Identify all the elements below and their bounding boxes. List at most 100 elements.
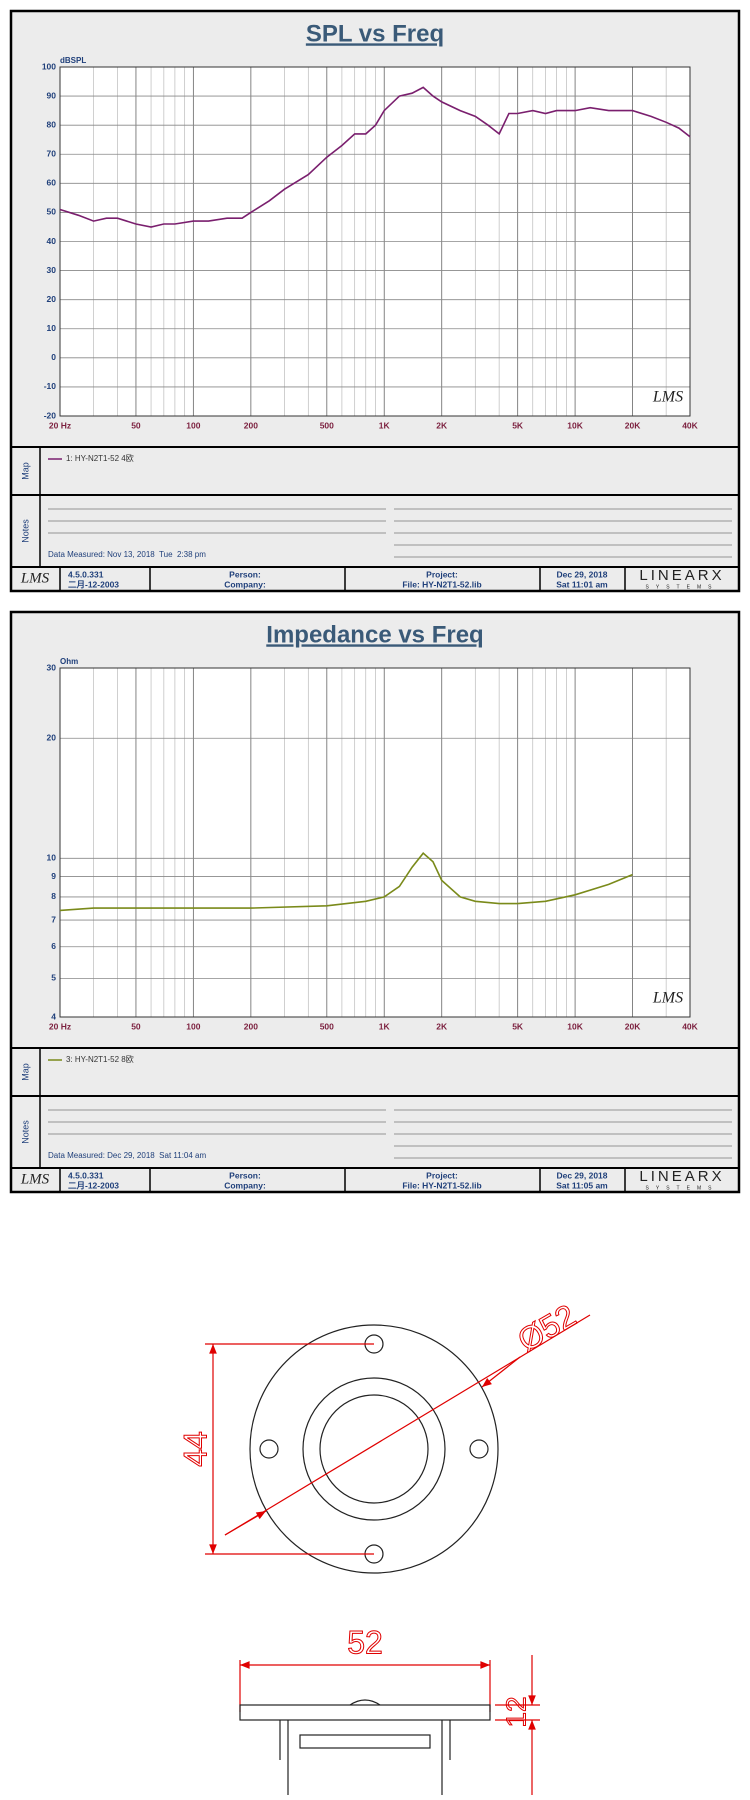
plot-logo: LMS (652, 990, 683, 1007)
footer-project: Project: (426, 569, 458, 579)
dim-line (224, 1314, 591, 1536)
plot-logo: LMS (652, 389, 683, 406)
footer-date: Dec 29, 2018 (556, 1170, 607, 1180)
flange-outline (249, 1324, 499, 1574)
brand-name: LINEARX (639, 1168, 724, 1185)
brand-sub: SYSTEMS (646, 584, 719, 590)
x-tick-label: 100 (186, 1021, 200, 1031)
brand-name: LINEARX (639, 567, 724, 584)
map-label: Map (20, 1063, 30, 1081)
mounting-drawing: Ø52 44 52 12 (177, 1297, 591, 1795)
mount-hole (259, 1439, 279, 1459)
y-tick-label: 80 (47, 119, 57, 129)
y-tick-label: 20 (47, 294, 57, 304)
y-tick-label: 8 (51, 891, 56, 901)
y-tick-label: 30 (47, 662, 57, 672)
y-tick-label: -10 (44, 381, 57, 391)
y-tick-label: 10 (47, 853, 57, 863)
y-tick-label: 9 (51, 871, 56, 881)
y-tick-label: 7 (51, 914, 56, 924)
footer-date-code: 二月-12-2003 (68, 1180, 119, 1190)
series-line (59, 852, 633, 912)
x-tick-label: 10K (567, 1021, 583, 1031)
notes-label: Notes (20, 1120, 30, 1144)
chart-panel: Impedance vs Freq Ohm 20 Hz 50 100 200 500 1K 2K… (9, 610, 741, 1194)
footer-date: Dec 29, 2018 (556, 569, 607, 579)
chart-title: SPL vs Freq (306, 20, 444, 47)
y-tick-label: 4 (51, 1011, 56, 1021)
chart-title: Impedance vs Freq (266, 621, 483, 648)
footer-time: Sat 11:01 am (556, 579, 608, 589)
y-tick-label: 20 (47, 732, 57, 742)
x-tick-label: 40K (682, 1021, 698, 1031)
notes-label: Notes (20, 519, 30, 543)
y-axis-label: dBSPL (60, 56, 86, 65)
plot-area (60, 668, 690, 1017)
y-tick-label: -20 (44, 410, 57, 420)
x-tick-label: 20K (625, 420, 641, 430)
y-tick-label: 6 (51, 941, 56, 951)
dim-arrow (481, 1356, 521, 1388)
measured-date: Data Measured: Dec 29, 2018 Sat 11:04 am (48, 1151, 207, 1160)
side-dome (349, 1699, 381, 1706)
side-body (279, 1720, 451, 1795)
x-tick-label: 50 (131, 1021, 141, 1031)
footer-time: Sat 11:05 am (556, 1180, 608, 1190)
footer-date-code: 二月-12-2003 (68, 579, 119, 589)
plot-border (59, 66, 691, 417)
x-tick-label: 500 (320, 1021, 334, 1031)
x-tick-label: 20 Hz (49, 420, 71, 430)
footer-company: Company: (224, 579, 266, 589)
plot-border (59, 667, 691, 1018)
x-tick-label: 5K (512, 420, 524, 430)
x-tick-label: 1K (379, 420, 391, 430)
dim-hole-spacing: 44 (177, 1431, 213, 1467)
x-tick-label: 500 (320, 420, 334, 430)
x-tick-label: 10K (567, 420, 583, 430)
footer-version: 4.5.0.331 (68, 569, 104, 579)
footer-company: Company: (224, 1180, 266, 1190)
footer-project: Project: (426, 1170, 458, 1180)
x-tick-label: 2K (436, 420, 448, 430)
legend-label: 3: HY-N2T1-52 8欧 (66, 1054, 134, 1064)
x-tick-label: 200 (244, 420, 258, 430)
y-tick-label: 100 (42, 61, 56, 71)
dim-arrow (224, 1510, 267, 1536)
footer-person: Person: (229, 569, 261, 579)
map-label: Map (20, 462, 30, 480)
side-inner (299, 1734, 431, 1749)
mount-hole (469, 1439, 489, 1459)
dim-height: 12 (500, 1696, 531, 1727)
series-line (59, 86, 691, 228)
y-tick-label: 30 (47, 265, 57, 275)
measured-date: Data Measured: Nov 13, 2018 Tue 2:38 pm (48, 550, 206, 559)
ring-outer (302, 1377, 446, 1521)
footer-person: Person: (229, 1170, 261, 1180)
footer-version: 4.5.0.331 (68, 1170, 104, 1180)
footer-file: File: HY-N2T1-52.lib (402, 579, 481, 589)
x-tick-label: 100 (186, 420, 200, 430)
x-tick-label: 50 (131, 420, 141, 430)
ring-inner (319, 1394, 429, 1504)
x-tick-label: 40K (682, 420, 698, 430)
footer-logo: LMS (20, 1171, 50, 1187)
side-flange (239, 1704, 491, 1721)
y-tick-label: 50 (47, 207, 57, 217)
brand-sub: SYSTEMS (646, 1185, 719, 1191)
y-tick-label: 0 (51, 352, 56, 362)
x-tick-label: 1K (379, 1021, 391, 1031)
y-tick-label: 40 (47, 236, 57, 246)
x-tick-label: 5K (512, 1021, 524, 1031)
y-tick-label: 70 (47, 149, 57, 159)
y-axis-label: Ohm (60, 657, 78, 666)
x-tick-label: 20 Hz (49, 1021, 71, 1031)
legend-label: 1: HY-N2T1-52 4欧 (66, 453, 134, 463)
x-tick-label: 20K (625, 1021, 641, 1031)
x-tick-label: 2K (436, 1021, 448, 1031)
dim-diameter: Ø52 (512, 1297, 582, 1358)
footer-file: File: HY-N2T1-52.lib (402, 1180, 481, 1190)
dim-width: 52 (347, 1624, 383, 1660)
x-tick-label: 200 (244, 1021, 258, 1031)
